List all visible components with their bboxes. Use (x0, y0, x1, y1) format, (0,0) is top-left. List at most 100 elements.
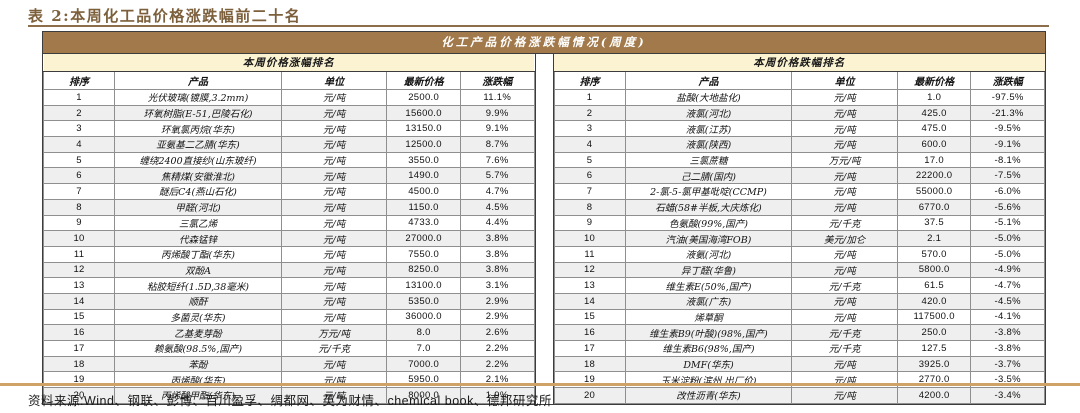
cell-change: -97.5% (970, 89, 1045, 106)
table-row: 16 维生素B9(叶酸)(98%,国产) 元/千克 250.0 -3.8% (553, 324, 1045, 341)
cell-unit: 元/吨 (791, 292, 898, 310)
table-body-row: 本周价格涨幅排名 排序 产品 单位 最新价格 涨跌幅 1 光伏玻璃(镀膜,3.2m… (42, 54, 1045, 404)
cell-price: 55000.0 (896, 183, 972, 200)
cell-price: 4200.0 (896, 387, 972, 404)
cell-change: 2.2% (459, 355, 535, 373)
table-row: 1 盐酸(大地盐化) 元/吨 1.0 -97.5% (553, 89, 1045, 106)
cell-price: 22200.0 (896, 167, 972, 185)
losers-section-header: 本周价格跌幅排名 (554, 54, 1045, 72)
cell-product: 液氨(河北) (624, 245, 793, 263)
cell-unit: 元/吨 (791, 198, 898, 216)
table-row: 7 醚后C4(燕山石化) 元/吨 4500.0 4.7% (42, 183, 535, 200)
cell-rank: 9 (553, 214, 626, 232)
cell-unit: 元/千克 (791, 277, 898, 294)
cell-price: 61.5 (896, 277, 972, 294)
column-header-rank: 排序 (553, 71, 626, 90)
cell-change: -3.8% (970, 340, 1045, 357)
cell-price: 250.0 (896, 324, 972, 341)
gainers-table: 本周价格涨幅排名 排序 产品 单位 最新价格 涨跌幅 1 光伏玻璃(镀膜,3.2m… (42, 54, 535, 404)
cell-rank: 3 (553, 120, 626, 138)
cell-unit: 元/吨 (280, 355, 388, 373)
cell-unit: 元/吨 (791, 89, 898, 106)
cell-price: 3550.0 (386, 151, 461, 169)
cell-product: 环氧树脂(E-51,巴陵石化) (114, 104, 282, 122)
cell-rank: 11 (42, 245, 116, 263)
cell-unit: 元/吨 (280, 214, 388, 232)
losers-section-row: 本周价格跌幅排名 (554, 54, 1045, 72)
cell-rank: 9 (42, 214, 116, 232)
cell-change: 4.4% (459, 214, 535, 232)
cell-unit: 元/吨 (280, 292, 388, 310)
cell-unit: 元/吨 (280, 261, 388, 279)
cell-change: -5.1% (970, 214, 1045, 232)
cell-rank: 1 (42, 89, 116, 106)
cell-change: -3.7% (970, 355, 1045, 373)
cell-price: 570.0 (896, 245, 972, 263)
column-header-rank: 排序 (42, 71, 116, 90)
table-row: 14 液氯(广东) 元/吨 420.0 -4.5% (553, 292, 1045, 310)
cell-price: 117500.0 (896, 308, 972, 326)
cell-change: 4.7% (459, 183, 535, 200)
table-row: 7 2-氯-5-氯甲基吡啶(CCMP) 元/吨 55000.0 -6.0% (553, 183, 1045, 200)
cell-change: 3.8% (459, 230, 535, 247)
cell-rank: 20 (553, 387, 626, 404)
source-note: 资料来源:Wind、钢联、彭博、百川盈孚、绸都网、英为财情、chemical b… (28, 394, 552, 408)
cell-price: 27000.0 (386, 230, 461, 247)
gainers-body: 1 光伏玻璃(镀膜,3.2mm) 元/吨 2500.0 11.1% 2 环氧树脂(E-51,… (42, 89, 535, 404)
cell-change: -4.7% (970, 277, 1045, 294)
table-row: 12 异丁醛(华鲁) 元/吨 5800.0 -4.9% (553, 261, 1045, 279)
cell-product: 三氯乙烯 (114, 214, 282, 232)
cell-price: 7550.0 (386, 245, 461, 263)
cell-product: 己二腈(国内) (624, 167, 793, 185)
cell-change: 2.9% (459, 292, 535, 310)
cell-product: 液氯(河北) (624, 104, 793, 122)
table-row: 17 维生素B6(98%,国产) 元/千克 127.5 -3.8% (553, 340, 1045, 357)
cell-price: 5350.0 (386, 292, 461, 310)
cell-price: 13100.0 (386, 277, 461, 294)
cell-unit: 元/吨 (791, 355, 898, 373)
cell-change: 7.6% (459, 151, 535, 169)
cell-rank: 2 (553, 104, 626, 122)
cell-change: 3.1% (459, 277, 535, 294)
cell-unit: 元/千克 (791, 340, 898, 357)
cell-change: 2.2% (459, 340, 535, 357)
table-row: 20 丙烯酸甲酯(华东) 元/吨 8000.0 1.9% (42, 387, 535, 404)
cell-unit: 元/吨 (791, 104, 898, 122)
cell-price: 17.0 (896, 151, 972, 169)
table-row: 9 三氯乙烯 元/吨 4733.0 4.4% (42, 214, 535, 232)
table-row: 9 色氨酸(99%,国产) 元/千克 37.5 -5.1% (553, 214, 1045, 232)
cell-price: 5800.0 (896, 261, 972, 279)
cell-unit: 元/吨 (280, 183, 388, 200)
gainers-section-header: 本周价格涨幅排名 (43, 54, 534, 72)
cell-unit: 元/吨 (280, 308, 388, 326)
cell-product: 粘胶短纤(1.5D,38毫米) (114, 277, 282, 294)
cell-unit: 元/吨 (280, 151, 388, 169)
cell-change: -4.9% (970, 261, 1045, 279)
cell-rank: 13 (553, 277, 626, 294)
table-row: 10 代森锰锌 元/吨 27000.0 3.8% (42, 230, 535, 247)
cell-change: 2.9% (459, 308, 535, 326)
cell-unit: 元/吨 (280, 120, 388, 138)
table-row: 6 焦精煤(安徽淮北) 元/吨 1490.0 5.7% (42, 167, 535, 185)
table-row: 13 粘胶短纤(1.5D,38毫米) 元/吨 13100.0 3.1% (42, 277, 535, 294)
cell-rank: 18 (553, 355, 626, 373)
cell-unit: 元/吨 (791, 245, 898, 263)
cell-rank: 7 (553, 183, 626, 200)
table-gap-column (534, 54, 554, 404)
column-header-price: 最新价格 (386, 71, 461, 90)
cell-change: 8.7% (459, 136, 535, 153)
cell-rank: 14 (553, 292, 626, 310)
cell-price: 13150.0 (386, 120, 461, 138)
table-row: 17 赖氨酸(98.5%,国产) 元/千克 7.0 2.2% (42, 340, 535, 357)
cell-rank: 12 (553, 261, 626, 279)
cell-product: 焦精煤(安徽淮北) (114, 167, 282, 185)
cell-price: 36000.0 (386, 308, 461, 326)
cell-rank: 14 (42, 292, 116, 310)
table-row: 6 己二腈(国内) 元/吨 22200.0 -7.5% (553, 167, 1045, 185)
table-row: 10 汽油(美国海湾FOB) 美元/加仑 2.1 -5.0% (553, 230, 1045, 247)
table-row: 4 亚氨基二乙腈(华东) 元/吨 12500.0 8.7% (42, 136, 535, 153)
cell-rank: 7 (42, 183, 116, 200)
cell-unit: 元/吨 (280, 387, 388, 404)
cell-unit: 元/吨 (791, 136, 898, 153)
table-row: 4 液氯(陕西) 元/吨 600.0 -9.1% (553, 136, 1045, 153)
